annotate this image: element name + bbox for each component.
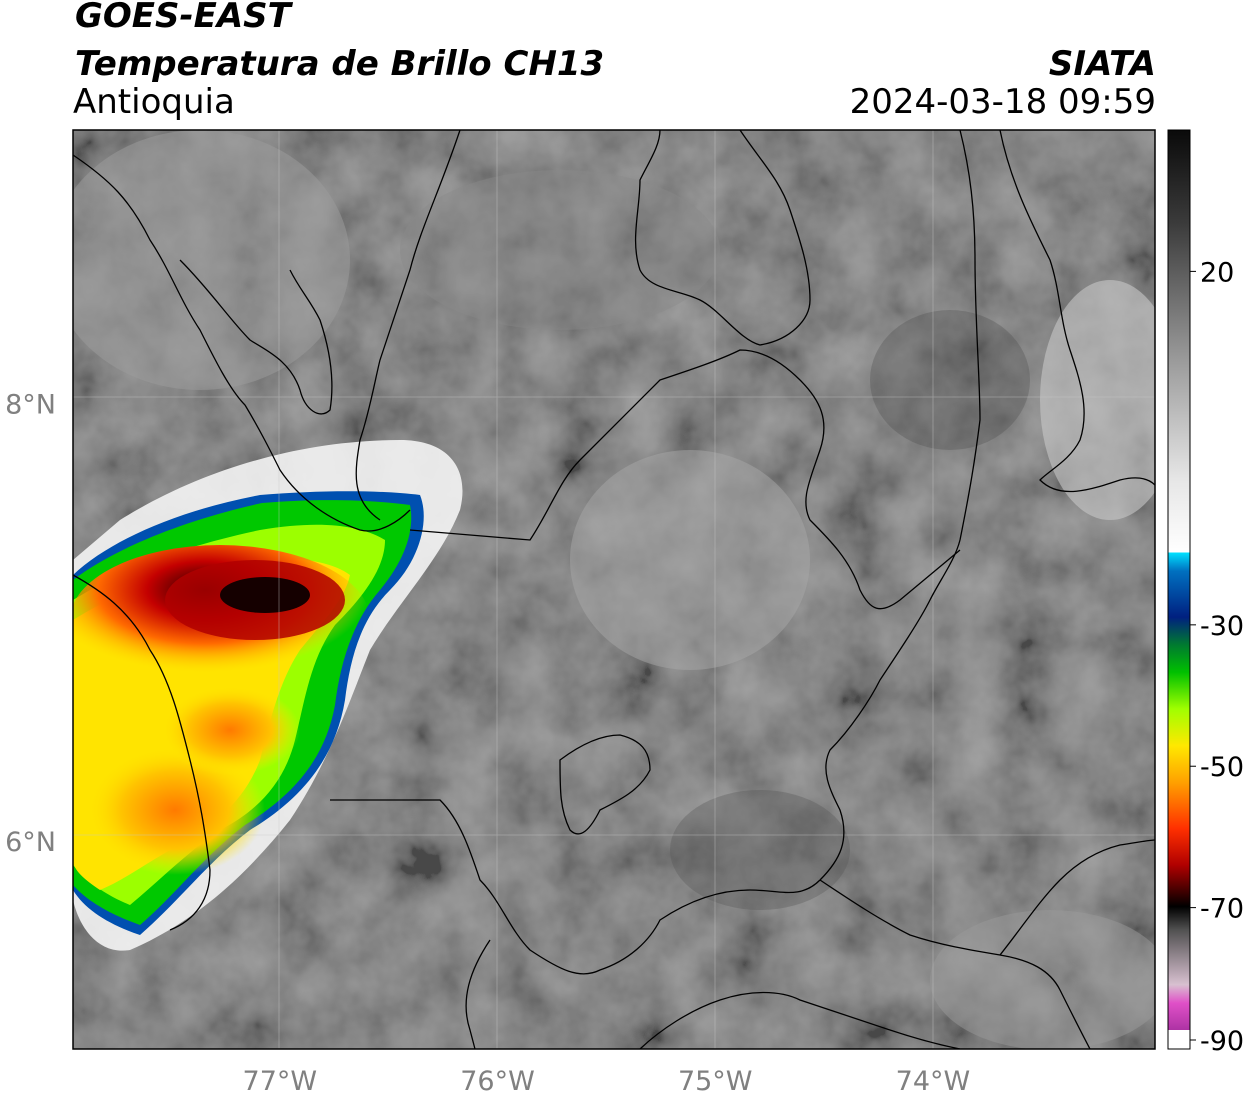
lon-tick-labels: 77°W 76°W 75°W 74°W bbox=[243, 1066, 971, 1097]
colorbar-tick-label: -70 bbox=[1200, 894, 1244, 925]
colorbar-tick-labels: 20 -30 -50 -70 -90 bbox=[1190, 257, 1244, 1057]
colorbar-tick-label: -90 bbox=[1200, 1026, 1244, 1057]
colorbar bbox=[1167, 129, 1191, 1050]
lon-tick-label: 75°W bbox=[678, 1066, 753, 1097]
colorbar-ramp bbox=[1168, 130, 1190, 1049]
graticule bbox=[73, 130, 1155, 1049]
region-label: Antioquia bbox=[73, 82, 235, 122]
colorbar-tick-label: -50 bbox=[1200, 752, 1244, 783]
lat-tick-label: 6°N bbox=[5, 827, 56, 858]
product-title: Temperatura de Brillo CH13 bbox=[75, 44, 605, 84]
lon-tick-label: 77°W bbox=[243, 1066, 318, 1097]
colorbar-frame bbox=[1167, 129, 1191, 1050]
colorbar-tick-label: 20 bbox=[1200, 257, 1234, 288]
boundaries bbox=[73, 130, 1155, 1049]
colorbar-tick-label: -30 bbox=[1200, 611, 1244, 642]
satellite-image bbox=[73, 130, 1155, 1049]
datetime-label: 2024-03-18 09:59 bbox=[849, 82, 1156, 122]
lat-tick-label: 8°N bbox=[5, 390, 56, 421]
agency-label: SIATA bbox=[1048, 44, 1156, 84]
colorbar-under bbox=[1168, 1030, 1190, 1049]
plot-frame bbox=[72, 129, 1156, 1050]
lon-tick-label: 74°W bbox=[896, 1066, 971, 1097]
satellite-title: GOES-EAST bbox=[75, 0, 291, 36]
lat-tick-labels: 8°N 6°N bbox=[5, 390, 56, 859]
lon-tick-label: 76°W bbox=[460, 1066, 535, 1097]
